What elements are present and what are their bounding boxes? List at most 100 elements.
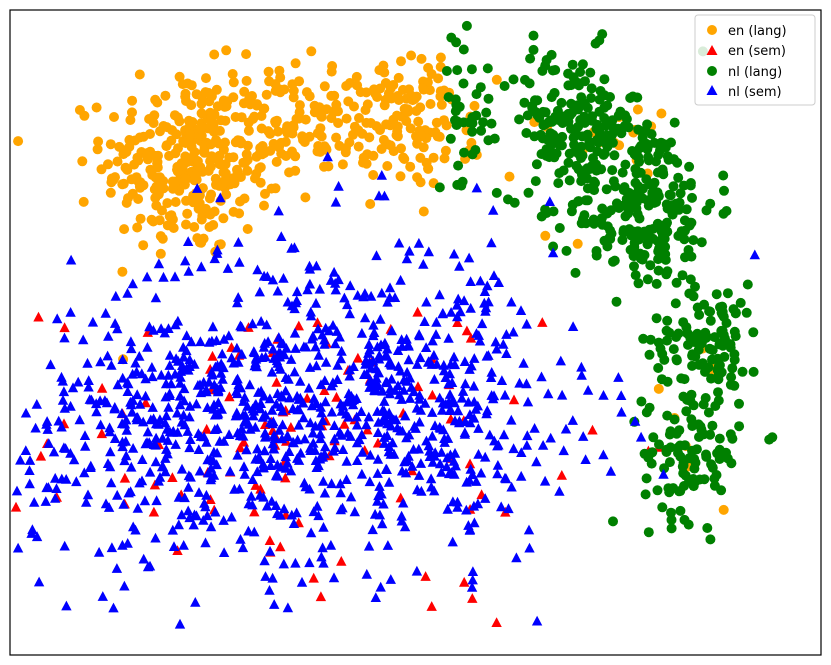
- data-point: [737, 366, 748, 377]
- data-point: [100, 307, 111, 318]
- data-point: [391, 130, 402, 141]
- data-point: [467, 469, 478, 480]
- data-point: [466, 582, 478, 592]
- data-point: [607, 165, 618, 176]
- data-point: [406, 382, 417, 392]
- data-point: [212, 407, 224, 418]
- data-point: [179, 158, 190, 169]
- data-point: [661, 447, 672, 457]
- data-point: [368, 170, 379, 180]
- data-point: [520, 74, 530, 85]
- data-point: [196, 98, 207, 109]
- data-point: [210, 506, 221, 517]
- data-point: [335, 504, 346, 515]
- legend: en (lang) en (sem) nl (lang) nl (sem): [694, 14, 816, 106]
- data-point: [31, 531, 43, 542]
- data-point: [538, 120, 549, 131]
- data-point: [103, 331, 114, 341]
- data-point: [418, 84, 429, 95]
- data-point: [342, 299, 353, 310]
- data-point: [554, 486, 565, 496]
- data-point: [341, 113, 352, 124]
- data-point: [134, 69, 145, 80]
- data-point: [228, 357, 239, 368]
- data-point: [152, 162, 163, 173]
- data-point: [234, 483, 245, 494]
- data-point: [183, 364, 194, 375]
- data-point: [209, 424, 220, 434]
- data-point: [376, 287, 387, 298]
- data-point: [329, 420, 340, 430]
- data-point: [554, 223, 565, 233]
- data-point: [616, 406, 627, 417]
- data-point: [201, 436, 212, 447]
- data-point: [172, 166, 183, 177]
- data-point: [364, 476, 375, 487]
- data-point: [413, 116, 424, 127]
- data-point: [375, 313, 386, 324]
- data-point: [436, 99, 447, 110]
- data-point: [499, 389, 511, 400]
- data-point: [241, 444, 252, 455]
- data-point: [201, 423, 212, 434]
- data-point: [260, 431, 272, 441]
- data-point: [361, 368, 372, 379]
- data-point: [202, 454, 213, 465]
- data-point: [504, 171, 515, 182]
- data-point: [130, 524, 141, 535]
- data-point: [641, 407, 652, 418]
- data-point: [160, 466, 171, 477]
- data-point: [430, 329, 442, 339]
- data-point: [255, 385, 267, 396]
- data-point: [709, 332, 720, 343]
- data-point: [521, 318, 532, 329]
- data-point: [729, 326, 740, 337]
- data-point: [414, 389, 425, 400]
- data-point: [290, 297, 301, 308]
- data-point: [682, 394, 693, 405]
- data-point: [365, 449, 376, 460]
- data-point: [611, 296, 622, 307]
- data-point: [451, 37, 462, 48]
- data-point: [411, 106, 422, 116]
- data-point: [65, 254, 77, 265]
- data-point: [274, 84, 285, 95]
- data-point: [266, 366, 278, 377]
- data-point: [122, 386, 133, 396]
- data-point: [481, 107, 492, 118]
- data-point: [518, 357, 529, 368]
- data-point: [288, 85, 299, 96]
- data-point: [698, 429, 709, 440]
- data-point: [491, 74, 502, 85]
- data-point: [344, 308, 355, 319]
- data-point: [369, 508, 381, 519]
- data-point: [164, 350, 176, 360]
- data-point: [679, 374, 690, 385]
- data-point: [82, 357, 93, 368]
- data-point: [303, 382, 315, 393]
- data-point: [658, 220, 669, 231]
- data-point: [734, 421, 745, 432]
- data-point: [465, 276, 476, 286]
- data-point: [672, 157, 683, 168]
- data-point: [484, 429, 495, 440]
- data-point: [456, 392, 468, 403]
- data-point: [261, 500, 273, 511]
- data-point: [467, 566, 479, 576]
- data-point: [65, 400, 76, 411]
- data-point: [464, 524, 475, 535]
- data-point: [195, 123, 206, 134]
- data-point: [296, 576, 308, 587]
- data-point: [264, 393, 276, 404]
- data-point: [372, 468, 383, 478]
- data-point: [290, 165, 301, 176]
- data-point: [712, 365, 723, 376]
- data-point: [323, 161, 334, 172]
- data-point: [543, 388, 554, 399]
- data-point: [372, 341, 383, 352]
- data-point: [396, 143, 406, 154]
- data-point: [404, 372, 416, 383]
- data-point: [109, 402, 120, 412]
- data-point: [168, 541, 180, 551]
- data-point: [464, 409, 476, 419]
